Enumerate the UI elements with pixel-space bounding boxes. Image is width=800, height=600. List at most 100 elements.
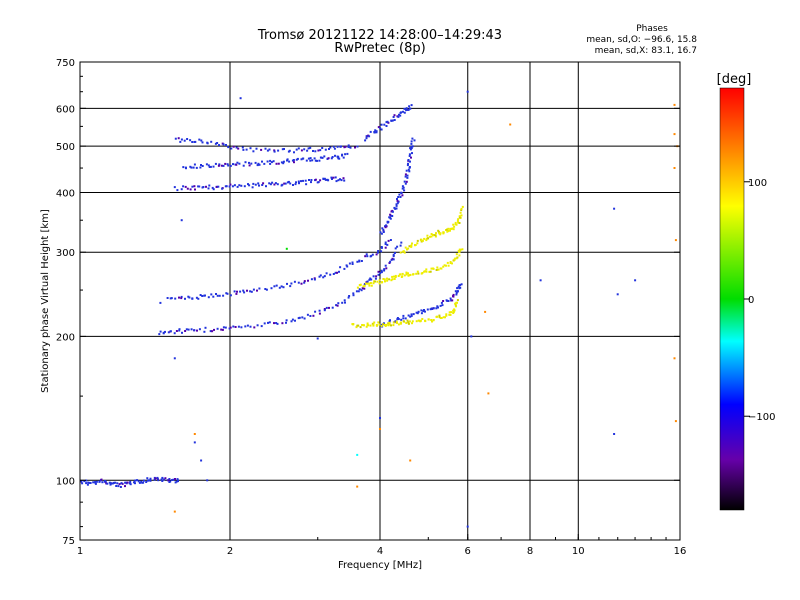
data-point [194,140,197,143]
stats-line-x: mean, sd,X: 83.1, 16.7 [595,46,697,56]
data-point [364,282,367,285]
data-point [382,278,385,280]
data-point [509,123,512,126]
data-point [243,185,246,188]
data-point [225,144,227,146]
data-point [368,135,371,138]
data-point [193,329,196,332]
data-point [405,169,408,172]
data-point [394,274,397,277]
data-point [182,166,185,169]
data-point [124,485,126,488]
data-point [268,148,271,151]
x-tick-label: 10 [572,546,585,557]
data-point [404,175,407,178]
data-point [178,329,181,332]
data-point [204,326,207,329]
data-point [452,312,455,314]
data-point [222,164,225,167]
data-point [408,170,411,173]
x-tick-label: 16 [674,546,687,557]
data-point [110,482,113,485]
data-point [317,181,320,184]
data-point [190,328,193,331]
data-point [142,481,145,484]
data-point [423,309,425,311]
data-point [236,161,239,164]
data-point [539,279,542,282]
data-point [420,239,423,242]
data-point [455,257,458,260]
data-point [169,480,172,483]
data-point [404,317,407,320]
data-point [203,330,206,333]
data-point [404,173,407,176]
data-point [288,149,291,152]
data-point [402,317,405,320]
data-point [447,230,450,232]
data-point [427,318,430,321]
data-point [201,295,204,297]
data-point [373,131,376,134]
data-point [258,184,260,187]
data-point [298,316,301,319]
data-point [207,296,210,299]
data-point [294,183,297,186]
data-point [117,485,120,488]
data-point [98,480,101,483]
data-point [397,115,400,118]
data-point [400,241,403,244]
data-point [181,331,183,334]
data-point [418,319,421,322]
data-point [385,323,388,326]
data-point [410,313,413,316]
data-point [309,315,312,317]
data-point [206,142,209,145]
stats-heading: Phases [636,24,668,34]
data-point [210,293,213,296]
data-point [405,180,408,183]
data-point [281,183,284,186]
data-point [435,232,437,235]
data-point [342,177,345,180]
data-point [164,477,167,480]
data-point [336,145,339,148]
data-point [88,481,91,484]
data-point [137,480,140,483]
data-point [209,165,212,168]
data-point [457,285,460,288]
data-point [362,285,365,288]
data-point [424,319,426,322]
data-point [275,284,278,287]
data-point [412,273,414,276]
data-point [344,153,347,156]
data-point [331,156,334,158]
data-point [254,161,257,164]
data-point [235,292,238,295]
data-point [182,185,185,188]
data-point [340,179,343,182]
data-point [240,184,243,187]
data-point [384,325,387,327]
data-point [451,299,454,302]
data-point [411,152,413,155]
data-point [222,326,225,329]
data-point [379,127,382,130]
data-point [351,263,354,265]
data-point [392,116,395,118]
data-point [391,257,394,260]
data-point [386,120,389,123]
data-point [180,188,183,191]
data-point [205,163,208,166]
data-point [380,269,383,272]
data-point [250,162,253,165]
data-point [405,271,408,274]
data-point [449,297,452,300]
data-point [370,254,373,257]
data-point [435,269,438,271]
data-point [389,260,392,263]
data-point [454,257,457,260]
data-point [389,213,392,216]
data-point [452,309,455,312]
data-point [372,282,375,285]
